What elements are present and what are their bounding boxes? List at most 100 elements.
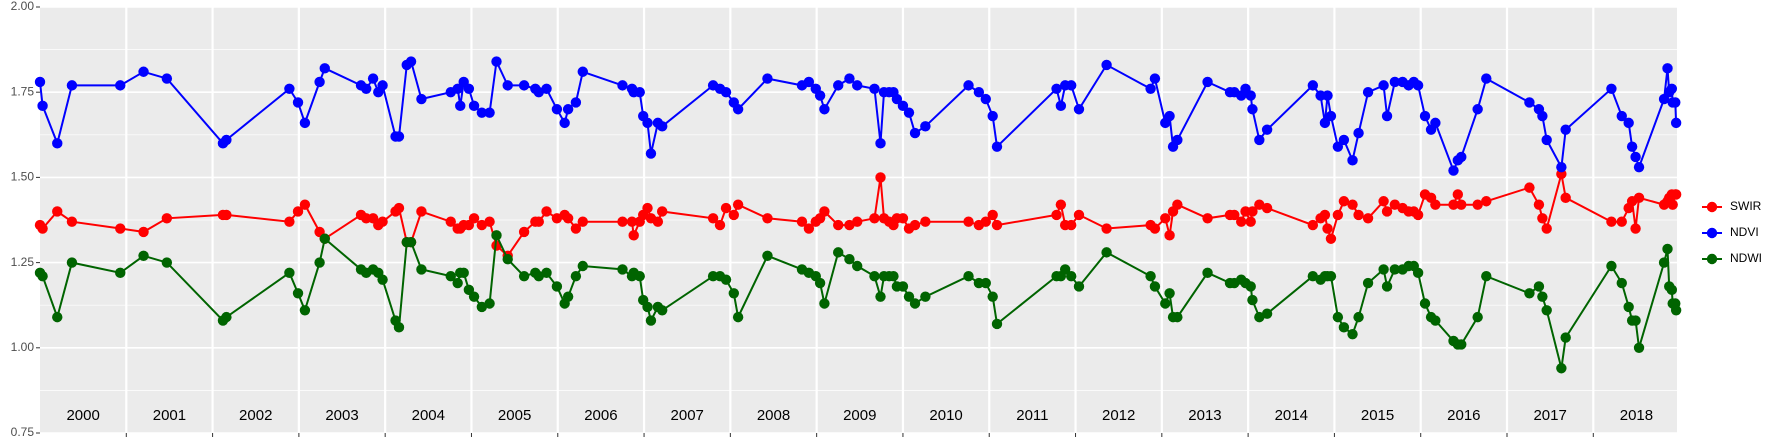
data-point <box>963 216 974 227</box>
data-point <box>1073 209 1085 221</box>
data-point <box>1362 213 1374 224</box>
data-point <box>1149 73 1161 84</box>
data-point <box>115 223 126 234</box>
data-point <box>161 73 173 84</box>
data-point <box>533 271 544 282</box>
year-label: 2018 <box>1620 407 1653 424</box>
data-point <box>1247 206 1258 217</box>
data-point <box>1338 196 1350 207</box>
data-point <box>416 206 427 217</box>
data-point <box>819 104 830 115</box>
data-point <box>852 80 863 91</box>
data-point <box>1630 315 1641 326</box>
data-point <box>1662 63 1673 74</box>
data-point <box>1412 267 1424 279</box>
data-point <box>714 219 726 231</box>
data-point <box>732 311 744 323</box>
data-point <box>284 216 295 227</box>
data-point <box>991 219 1003 231</box>
data-point <box>903 107 915 118</box>
data-point <box>1261 124 1273 135</box>
data-point <box>1164 230 1175 241</box>
data-point <box>1378 264 1389 275</box>
data-point <box>869 83 880 94</box>
data-point <box>416 93 427 105</box>
data-point <box>533 216 544 227</box>
data-point <box>468 291 480 302</box>
data-point <box>869 213 880 224</box>
y-tick-label: 1.50 <box>11 170 35 184</box>
year-label: 2001 <box>153 407 186 424</box>
data-point <box>642 117 653 129</box>
data-point <box>963 80 974 91</box>
data-point <box>1059 264 1071 275</box>
data-point <box>34 76 46 88</box>
data-point <box>642 301 653 313</box>
data-point <box>891 93 903 105</box>
data-point <box>796 216 808 227</box>
data-point <box>1448 165 1459 176</box>
data-point <box>1430 117 1441 129</box>
data-point <box>656 305 668 316</box>
year-label: 2012 <box>1102 407 1135 424</box>
data-point <box>1319 209 1331 221</box>
data-point <box>909 298 921 309</box>
data-point <box>1412 80 1424 91</box>
data-point <box>1261 308 1273 319</box>
data-point <box>1389 76 1401 88</box>
data-point <box>1606 260 1617 272</box>
data-point <box>476 107 488 118</box>
year-label: 2004 <box>412 407 445 424</box>
data-point <box>292 97 304 108</box>
data-point <box>728 288 740 299</box>
data-point <box>920 216 931 227</box>
data-point <box>37 100 48 112</box>
data-point <box>897 100 909 112</box>
data-point <box>628 230 639 241</box>
data-point <box>314 257 325 268</box>
data-point <box>1606 216 1617 227</box>
data-point <box>803 223 815 234</box>
data-point <box>1322 90 1333 101</box>
data-point <box>1481 196 1492 207</box>
data-point <box>1381 206 1393 217</box>
data-point <box>1101 223 1112 234</box>
data-point <box>1448 199 1459 210</box>
data-point <box>1666 83 1678 94</box>
year-label: 2005 <box>498 407 531 424</box>
data-point <box>1254 199 1265 210</box>
data-point <box>728 209 740 221</box>
data-point <box>1066 80 1077 91</box>
data-point <box>562 291 574 302</box>
data-point <box>1472 311 1483 323</box>
data-point <box>1347 328 1358 340</box>
data-point <box>1160 213 1171 224</box>
data-point <box>1616 216 1627 227</box>
data-point <box>1245 216 1256 227</box>
data-point <box>1160 298 1171 309</box>
data-point <box>1481 271 1492 282</box>
data-point <box>634 87 645 98</box>
data-point <box>987 291 998 302</box>
data-point <box>1381 110 1393 122</box>
data-point <box>541 267 552 279</box>
data-point <box>1633 161 1645 173</box>
data-point <box>987 209 998 221</box>
data-point <box>1452 189 1464 200</box>
data-point <box>645 148 657 159</box>
data-point <box>1537 291 1548 302</box>
data-point <box>221 134 232 146</box>
data-point <box>138 250 149 261</box>
data-point <box>562 213 574 224</box>
data-point <box>299 199 311 210</box>
data-point <box>1066 271 1077 282</box>
data-point <box>1533 281 1545 292</box>
data-point <box>1145 83 1156 94</box>
data-point <box>1164 288 1175 299</box>
year-label: 2015 <box>1361 407 1394 424</box>
data-point <box>1338 322 1350 333</box>
data-point <box>1389 264 1401 275</box>
data-point <box>642 202 653 214</box>
data-point <box>1149 223 1161 234</box>
data-point <box>762 250 773 261</box>
